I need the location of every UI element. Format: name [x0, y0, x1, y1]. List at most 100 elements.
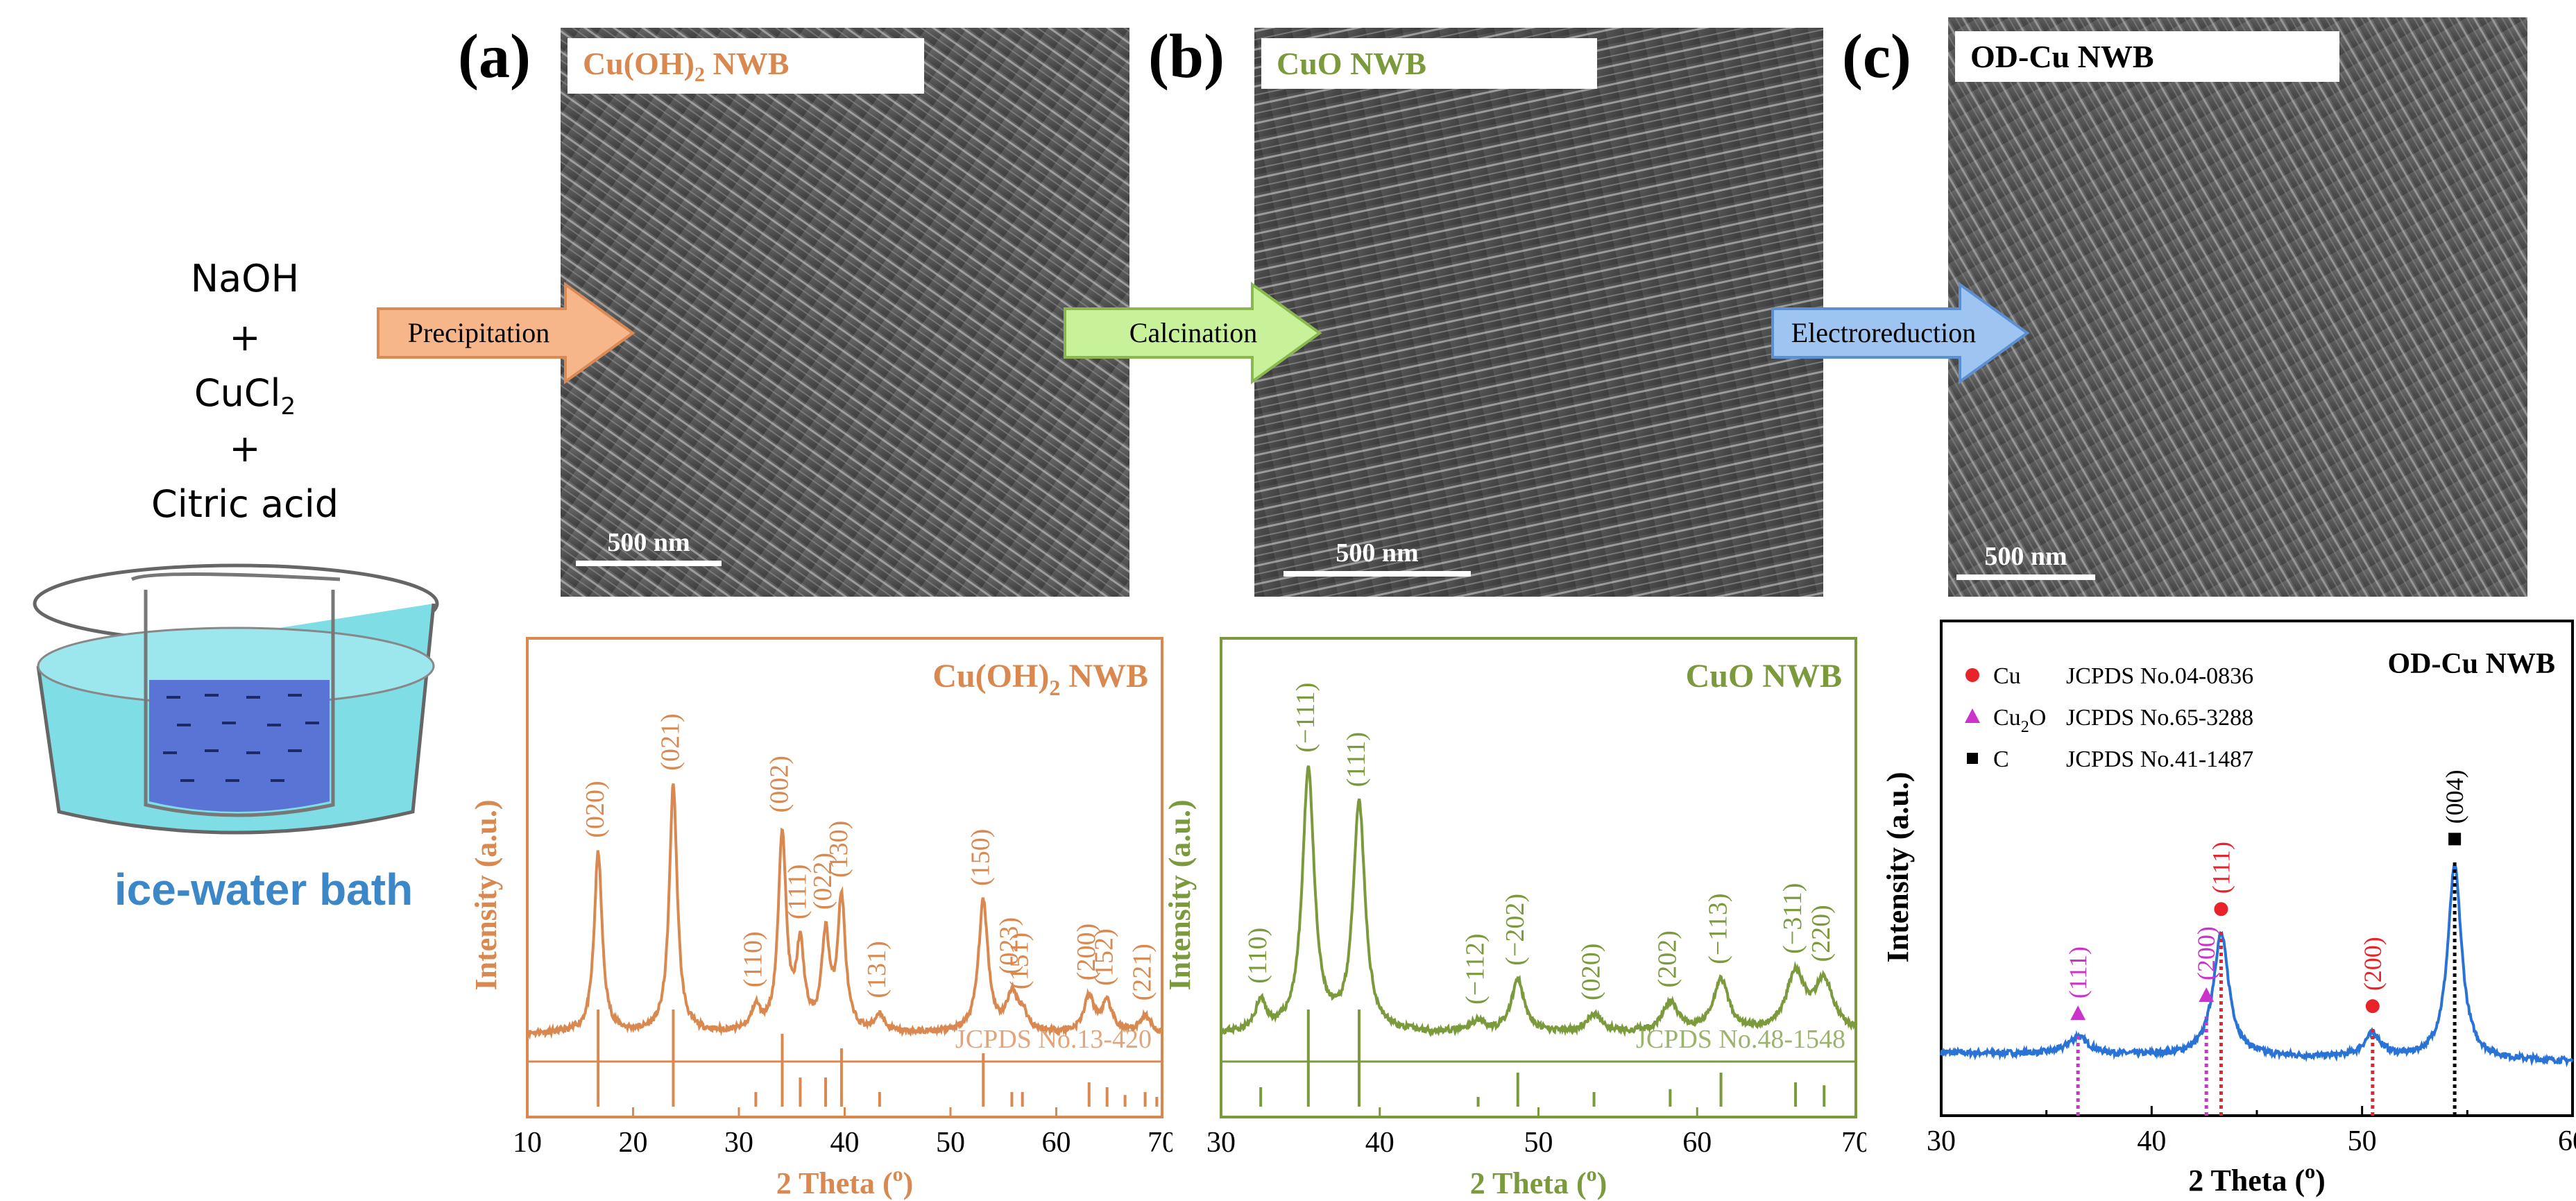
panel-letter-b: (b) [1148, 22, 1225, 91]
chart-title: CuO NWB [1686, 658, 1842, 695]
arrow-electroreduction-shape [1771, 282, 2030, 384]
x-axis-label-main: 2 Theta ( [1470, 1166, 1587, 1200]
peak-marker-1 [2199, 987, 2215, 1003]
x-tick-label-2: 50 [2348, 1125, 2377, 1157]
x-tick-label-0: 10 [513, 1127, 542, 1159]
x-tick-label-4: 70 [1841, 1127, 1866, 1159]
peak-marker-2 [2214, 902, 2228, 917]
arrow-precipitation-label: Precipitation [408, 317, 549, 348]
peak-label-12: (152) [1090, 928, 1119, 985]
scale-bar-a-line [576, 561, 722, 566]
x-axis-label: 2 Theta (o) [1470, 1163, 1607, 1200]
scale-bar-c-line [1956, 574, 2095, 580]
x-tick-label-4: 50 [936, 1127, 965, 1159]
x-axis-label-sup: o [1587, 1163, 1597, 1186]
panel-letter-c: (c) [1842, 22, 1911, 91]
sem-label-c: OD-Cu NWB [1955, 31, 2339, 82]
arrow-electroreduction: Electroreduction [1771, 282, 2030, 384]
reagent-naoh: NaOH [190, 257, 300, 300]
x-tick-label-2: 50 [1524, 1127, 1553, 1159]
legend-name-sub-1: 2 [2021, 718, 2029, 736]
peak-label-4: (004) [2441, 769, 2468, 824]
peak-label-1: (−111) [1291, 683, 1320, 753]
arrow-precipitation-shape [377, 282, 636, 384]
bath-label: ice-water bath [114, 864, 413, 914]
y-axis-label: Intensity (a.u.) [1881, 772, 1915, 962]
peak-label-7: (−113) [1704, 893, 1733, 964]
x-tick-label-3: 60 [1682, 1127, 1712, 1159]
sem-texture-a [561, 28, 1129, 597]
x-tick-label-0: 30 [1927, 1125, 1956, 1157]
x-axis-label-main: 2 Theta ( [776, 1166, 893, 1200]
reagent-plus-2: + [229, 427, 261, 470]
legend-name-main-0: Cu [1993, 663, 2021, 689]
peak-label-3: (002) [765, 756, 794, 812]
reference-label: JCPDS No.48-1548 [1636, 1025, 1845, 1054]
peak-label-9: (220) [1807, 905, 1836, 962]
peak-label-13: (221) [1128, 944, 1157, 1000]
peak-label-6: (202) [1653, 930, 1682, 987]
peak-marker-3 [2365, 999, 2380, 1014]
arrow-calcination: Calcination [1064, 282, 1322, 384]
scale-bar-a-text: 500 nm [607, 528, 690, 557]
peak-label-10: (151) [1005, 932, 1034, 989]
sem-label-b: CuO NWB [1261, 38, 1597, 89]
peak-label-4: (−202) [1501, 894, 1530, 966]
x-axis-label-tail: ) [1597, 1166, 1607, 1200]
reference-label: JCPDS No.13-420 [955, 1025, 1152, 1054]
x-axis-label-sup: o [893, 1163, 903, 1186]
chart-title-tail: NWB [1060, 658, 1148, 695]
sem-image-odcu [1948, 17, 2527, 597]
chart-title-sub: 2 [1049, 675, 1060, 700]
peak-label-2: (111) [1342, 732, 1371, 787]
legend-name-main-1: Cu [1993, 705, 2021, 731]
scale-bar-b-text: 500 nm [1336, 538, 1419, 568]
xrd-chart-odcu: (111) (200) (111) (200) (004) OD-Cu NWB Cu JCPD… [1881, 620, 2576, 1198]
sem-label-a-sub: 2 [694, 63, 705, 87]
sem-texture-c [1948, 17, 2527, 597]
x-tick-label-0: 30 [1206, 1127, 1236, 1159]
peak-label-0: (020) [581, 781, 610, 837]
x-tick-label-1: 40 [2137, 1125, 2166, 1157]
peak-label-5: (020) [1577, 944, 1606, 1000]
sem-label-a-tail: NWB [705, 46, 790, 81]
reagent-cucl2-sub: 2 [280, 392, 296, 420]
legend-name-0: Cu [1993, 663, 2021, 689]
x-axis-label: 2 Theta (o) [2188, 1160, 2326, 1198]
y-axis-label: Intensity (a.u.) [1163, 799, 1197, 990]
x-axis-label-sup: o [2305, 1160, 2315, 1183]
xrd-curve [1940, 865, 2574, 1068]
beaker-illustration [33, 563, 439, 835]
y-axis-label: Intensity (a.u.) [469, 799, 503, 990]
sem-label-b-main: CuO NWB [1277, 46, 1426, 81]
legend-name-main-2: C [1993, 747, 2009, 772]
peak-label-7: (131) [862, 941, 892, 998]
sem-image-cuoh2 [561, 28, 1129, 597]
reagent-plus-1: + [229, 316, 261, 359]
scale-bar-c: 500 nm [1956, 541, 2095, 580]
legend-name-tail-1: O [2029, 705, 2047, 731]
sem-label-a: Cu(OH)2 NWB [568, 38, 924, 94]
xrd-chart-cuoh2: (020) (021) (110) (002) (111)(022)(130) (131)… [469, 637, 1172, 1200]
x-tick-label-5: 60 [1042, 1127, 1071, 1159]
peak-marker-4 [2448, 833, 2462, 846]
peak-label-2: (110) [738, 931, 767, 987]
legend-name-1: Cu2O [1993, 705, 2046, 736]
chart-title: Cu(OH)2 NWB [932, 658, 1148, 700]
panel-letter-a: (a) [458, 22, 531, 91]
peak-label-1: (200) [2192, 926, 2220, 980]
legend-marker-2 [1967, 753, 1978, 764]
legend-name-2: C [1993, 747, 2009, 772]
peak-marker-0 [2070, 1005, 2086, 1021]
x-axis-label-tail: ) [2315, 1164, 2326, 1198]
peak-label-0: (111) [2064, 946, 2092, 998]
peak-label-6: (130) [824, 821, 853, 878]
arrow-calcination-shape [1064, 282, 1322, 384]
legend-ref-2: JCPDS No.41-1487 [2066, 747, 2253, 772]
peak-label-9: (023) [994, 917, 1023, 974]
peak-label-3: (200) [2359, 937, 2387, 991]
peak-label-5: (022) [808, 853, 837, 910]
x-tick-label-3: 60 [2558, 1125, 2576, 1157]
legend-ref-0: JCPDS No.04-0836 [2066, 663, 2253, 689]
chart-title: OD-Cu NWB [2387, 648, 2555, 680]
